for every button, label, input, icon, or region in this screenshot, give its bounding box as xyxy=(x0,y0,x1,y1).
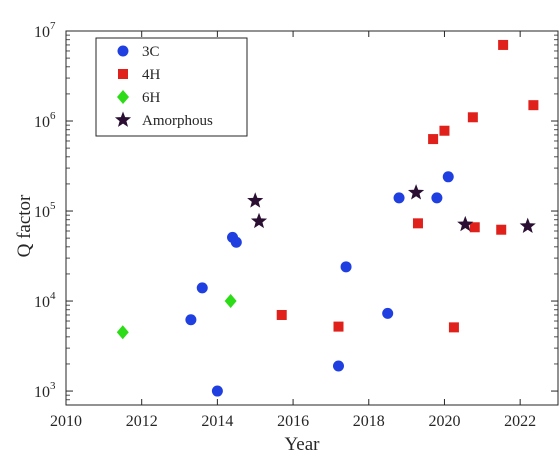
data-point-3c xyxy=(230,236,242,248)
y-axis: 103 104 105 106 107 xyxy=(34,20,558,406)
data-point-4h xyxy=(496,224,507,235)
y-tick-label: 104 xyxy=(34,290,56,311)
data-point-amorphous xyxy=(457,215,474,232)
data-point-3c xyxy=(185,314,197,326)
x-tick-label: 2018 xyxy=(353,413,385,430)
y-tick-label: 106 xyxy=(34,110,56,131)
data-point-6h xyxy=(224,294,237,309)
data-points xyxy=(116,39,539,397)
data-point-amorphous xyxy=(247,192,264,208)
y-tick-label: 107 xyxy=(34,20,56,41)
x-tick-label: 2012 xyxy=(126,413,158,430)
x-tick-label: 2016 xyxy=(277,413,309,430)
data-point-3c xyxy=(442,171,454,183)
legend-marker-amorphous xyxy=(114,111,132,127)
plot-frame xyxy=(65,30,559,406)
data-point-4h xyxy=(276,309,287,320)
data-point-4h xyxy=(428,134,439,145)
x-axis: 2010 2012 2014 2016 2018 2020 2022 xyxy=(50,31,536,430)
x-tick-label: 2010 xyxy=(50,413,82,430)
legend-label-amorphous: Amorphous xyxy=(142,113,213,129)
x-tick-label: 2014 xyxy=(201,413,233,430)
legend-label-3c: 3C xyxy=(142,44,160,60)
legend-marker-4h xyxy=(118,69,128,79)
data-point-3c xyxy=(196,282,208,294)
data-point-amorphous xyxy=(250,212,268,229)
data-point-amorphous xyxy=(519,217,536,233)
y-axis-title: Q factor xyxy=(14,194,35,257)
plot-border xyxy=(65,30,559,406)
legend: 3C 4H 6H Amorphous xyxy=(95,37,248,137)
x-axis-title: Year xyxy=(284,434,320,455)
data-point-4h xyxy=(469,222,480,233)
data-point-3c xyxy=(431,192,443,204)
x-tick-label: 2020 xyxy=(428,413,460,430)
data-point-4h xyxy=(333,321,344,332)
data-point-3c xyxy=(332,360,344,372)
data-point-4h xyxy=(412,218,423,229)
data-point-3c xyxy=(382,307,394,319)
x-tick-label: 2022 xyxy=(504,413,536,430)
data-point-4h xyxy=(448,322,459,333)
data-point-4h xyxy=(467,112,478,123)
data-point-4h xyxy=(528,100,539,111)
y-tick-label: 103 xyxy=(34,380,56,401)
data-point-6h xyxy=(116,325,129,340)
data-point-3c xyxy=(393,192,405,204)
data-point-3c xyxy=(211,385,223,397)
data-point-4h xyxy=(439,125,450,136)
legend-marker-6h xyxy=(117,90,129,104)
legend-label-4h: 4H xyxy=(142,67,161,83)
data-point-3c xyxy=(340,261,352,273)
data-point-amorphous xyxy=(407,184,425,200)
data-point-4h xyxy=(498,39,509,50)
legend-label-6h: 6H xyxy=(142,90,161,106)
legend-marker-3c xyxy=(117,45,129,57)
y-tick-label: 105 xyxy=(34,200,56,221)
